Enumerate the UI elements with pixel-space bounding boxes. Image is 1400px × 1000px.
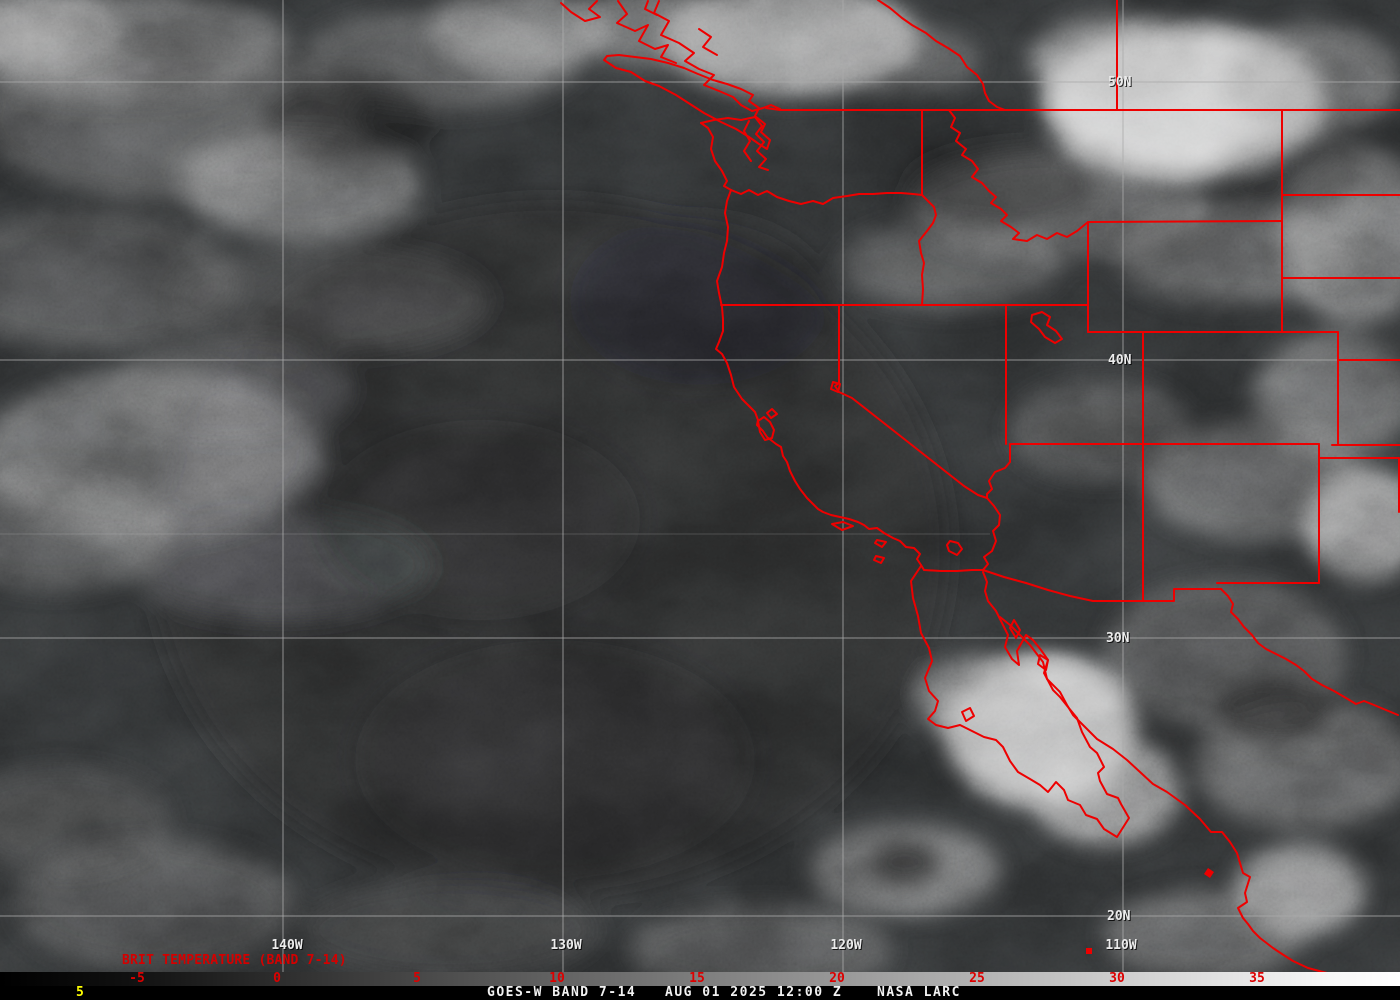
latitude-label: 40N	[1108, 353, 1132, 368]
colorbar-tick-value: 25	[969, 971, 985, 986]
bc-inlet-2	[644, 0, 658, 16]
bc-ab-divide	[877, 0, 1006, 111]
latitude-label: 20N	[1107, 909, 1131, 924]
snake-river-or-id	[918, 194, 937, 306]
colorbar-tick-value: 10	[549, 971, 565, 986]
longitude-label: 110W	[1105, 938, 1137, 953]
line-37n	[1010, 443, 1400, 446]
status-bar: 5 GOES-W BAND 7-14 AUG 01 2025 12:00 Z NAS…	[0, 986, 1400, 1000]
hood-canal	[743, 120, 752, 162]
juan-de-fuca-puget-sound	[700, 116, 769, 171]
brightness-temperature-colorbar: -5 0 5 10 15 20 25 30 35	[0, 972, 1400, 986]
product-annotation: BRIT TEMPERATURE (BAND 7-14)	[122, 953, 347, 968]
sonora-sinaloa-coast	[999, 616, 1360, 989]
mt-wy-45n	[1087, 220, 1283, 223]
us-canada-49n	[765, 107, 1400, 111]
us-mexico-border	[923, 569, 1222, 602]
status-bar-text: GOES-W BAND 7-14	[487, 985, 637, 1000]
bc-inlet-1	[698, 28, 718, 56]
id-mt-border	[948, 109, 1089, 242]
san-francisco-bay	[757, 416, 775, 441]
red-marker-110w	[1086, 948, 1092, 954]
great-salt-lake	[1030, 311, 1063, 344]
status-bar-text: AUG 01 2025 12:00 Z	[665, 985, 843, 1000]
pacific-coast-or-ca	[715, 189, 925, 571]
bc-mainland-coast	[653, 0, 781, 112]
washington-coast	[700, 122, 732, 191]
alaska-fjords-2	[616, 0, 677, 64]
colorbar-tick-value: 0	[273, 971, 281, 986]
channel-island-3	[873, 555, 885, 564]
longitude-label: 140W	[271, 938, 303, 953]
colorbar-tick-value: 35	[1249, 971, 1265, 986]
colorbar-tick-value: 30	[1109, 971, 1125, 986]
status-left-value: 5	[76, 985, 84, 1000]
red-marker-sinaloa	[1204, 868, 1214, 878]
alaska-fjords-1	[560, 0, 601, 22]
tiburon-island	[1037, 654, 1049, 671]
channel-island-2	[874, 539, 887, 548]
latlon-grid-layer	[0, 0, 1400, 972]
ca-nv-border	[834, 304, 988, 499]
tx-ok-border	[1318, 457, 1400, 513]
channel-island-1	[831, 521, 854, 531]
colorbar-tick-value: 5	[413, 971, 421, 986]
baja-california	[910, 565, 1130, 838]
colorbar-tick-value: 15	[689, 971, 705, 986]
status-bar-text: NASA LARC	[877, 985, 961, 1000]
san-pablo-bay	[766, 408, 778, 419]
nv-az-border	[986, 443, 1011, 499]
longitude-label: 120W	[830, 938, 862, 953]
colorbar-tick-value: 20	[829, 971, 845, 986]
salton-sea	[946, 540, 963, 556]
rio-grande	[1220, 588, 1399, 716]
latitude-label: 30N	[1106, 631, 1130, 646]
political-borders-layer	[560, 0, 1400, 989]
latitude-label: 50N	[1108, 75, 1132, 90]
cedros-island	[961, 707, 975, 722]
colorado-river-ca-az	[982, 497, 1001, 571]
longitude-label: 130W	[550, 938, 582, 953]
columbia-river-wa-or	[730, 189, 923, 205]
colorbar-tick-value: -5	[129, 971, 145, 986]
vancouver-island	[603, 54, 771, 150]
